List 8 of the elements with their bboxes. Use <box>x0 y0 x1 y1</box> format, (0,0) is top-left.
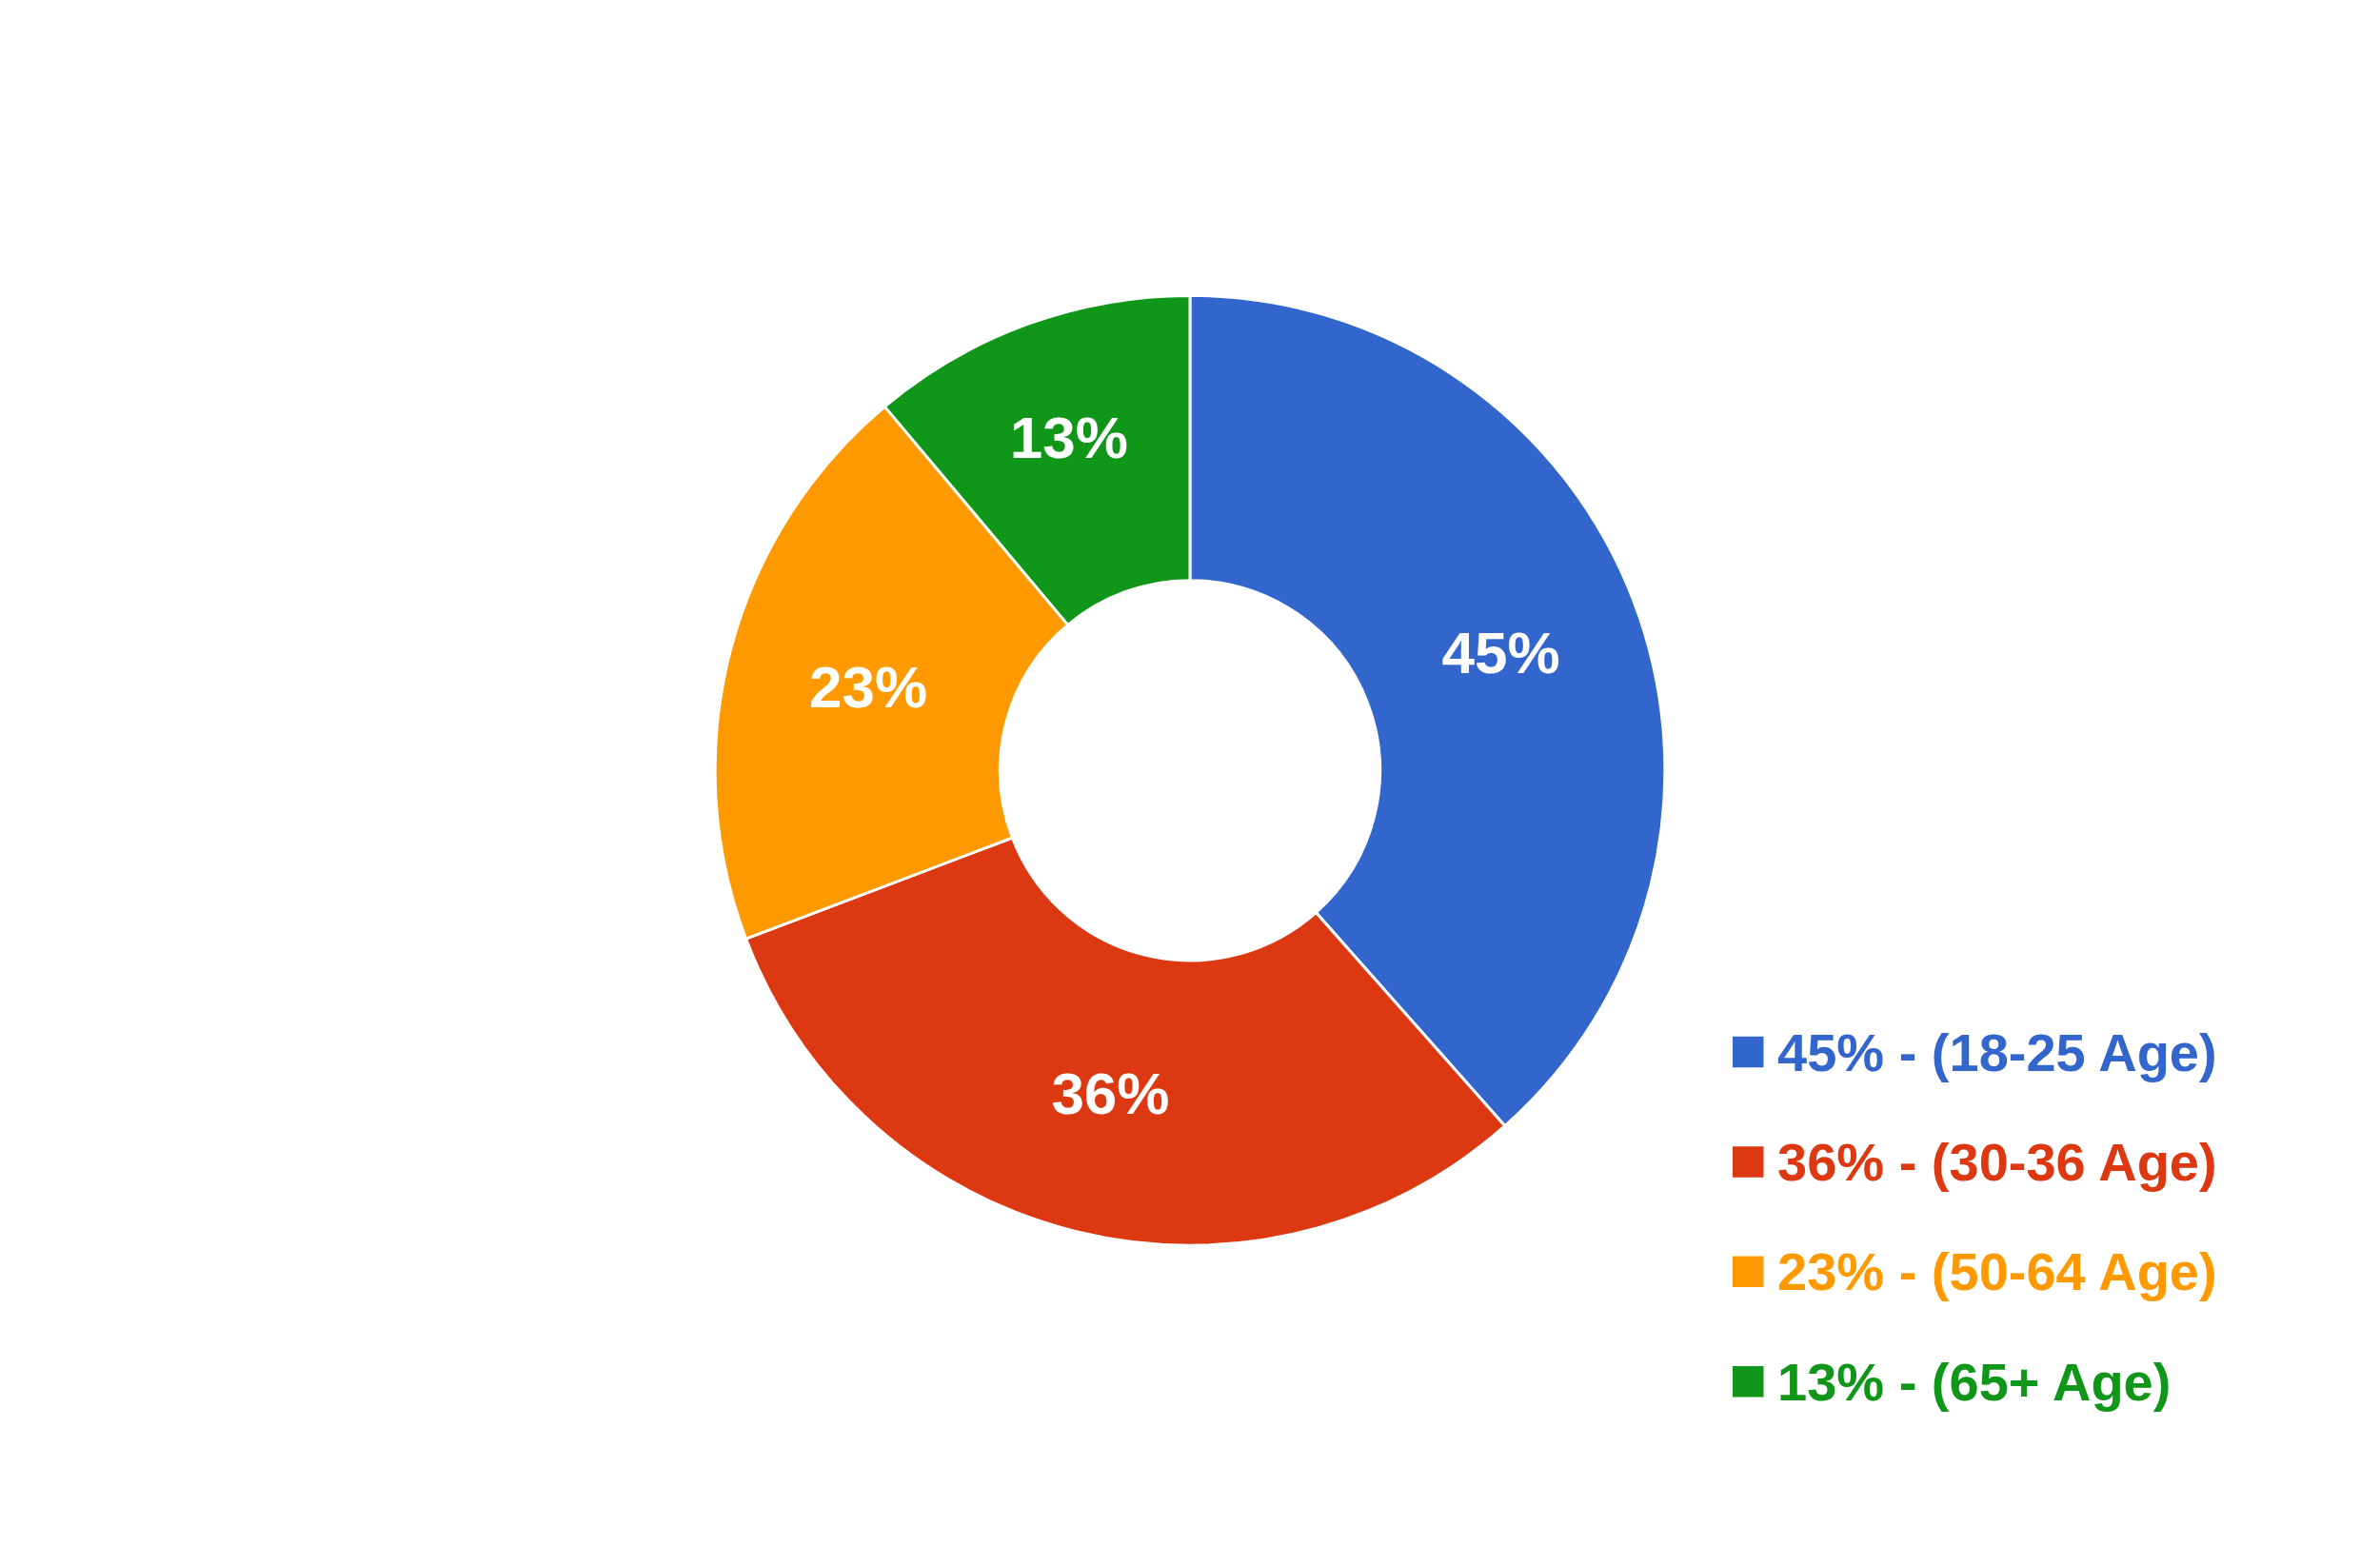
legend-label: 13% - (65+ Age) <box>1777 1352 2172 1412</box>
data-label: 45% <box>1441 619 1560 685</box>
legend-label: 23% - (50-64 Age) <box>1777 1241 2217 1301</box>
data-label: 23% <box>809 653 928 720</box>
legend-label: 45% - (18-25 Age) <box>1777 1022 2217 1082</box>
data-label: 36% <box>1051 1060 1170 1126</box>
legend-label: 36% - (30-36 Age) <box>1777 1132 2217 1192</box>
data-label: 13% <box>1009 405 1128 471</box>
